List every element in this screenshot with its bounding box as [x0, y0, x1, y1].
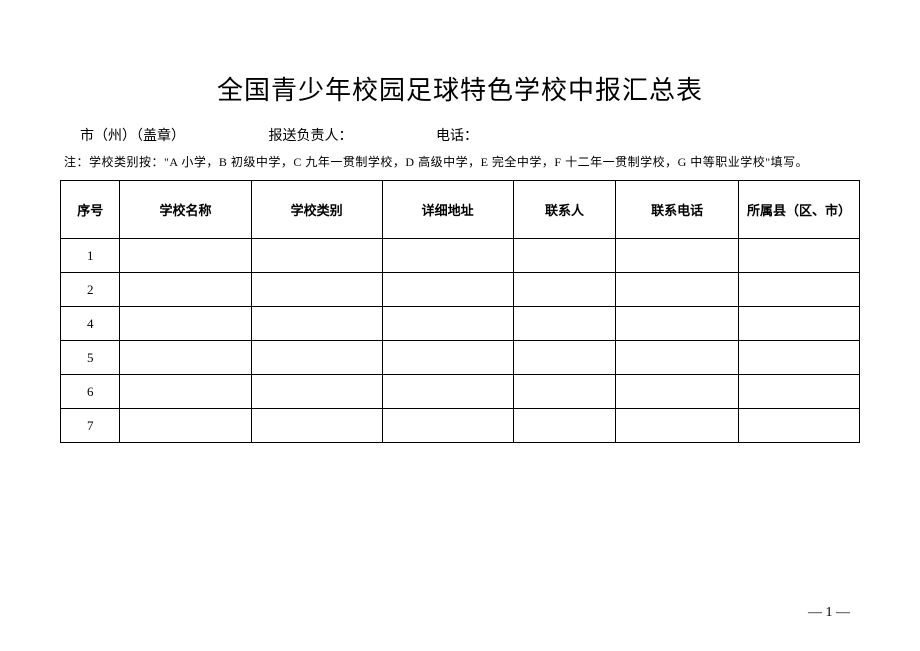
cell-addr [382, 307, 513, 341]
page-number: — 1 — [808, 605, 850, 621]
col-header-name: 学校名称 [120, 181, 251, 239]
cell-type [251, 239, 382, 273]
cell-contact [513, 307, 615, 341]
table-row: 6 [61, 375, 860, 409]
table-row: 1 [61, 239, 860, 273]
cell-seq: 4 [61, 307, 120, 341]
phone-label: 电话： [436, 125, 478, 145]
cell-addr [382, 341, 513, 375]
col-header-type: 学校类别 [251, 181, 382, 239]
reporter-label: 报送负责人： [269, 125, 353, 145]
cell-addr [382, 375, 513, 409]
cell-county [739, 307, 860, 341]
cell-type [251, 341, 382, 375]
col-header-county: 所属县（区、市） [739, 181, 860, 239]
table-row: 5 [61, 341, 860, 375]
cell-addr [382, 273, 513, 307]
cell-name [120, 239, 251, 273]
summary-table: 序号 学校名称 学校类别 详细地址 联系人 联系电话 所属县（区、市） 1 2 [60, 180, 860, 443]
cell-name [120, 409, 251, 443]
cell-contact [513, 273, 615, 307]
page-title: 全国青少年校园足球特色学校中报汇总表 [60, 70, 860, 107]
col-header-phone: 联系电话 [616, 181, 739, 239]
col-header-addr: 详细地址 [382, 181, 513, 239]
cell-addr [382, 409, 513, 443]
cell-phone [616, 239, 739, 273]
cell-county [739, 273, 860, 307]
cell-phone [616, 273, 739, 307]
cell-type [251, 307, 382, 341]
cell-type [251, 375, 382, 409]
cell-contact [513, 375, 615, 409]
cell-type [251, 273, 382, 307]
cell-phone [616, 409, 739, 443]
table-row: 7 [61, 409, 860, 443]
cell-name [120, 307, 251, 341]
cell-seq: 6 [61, 375, 120, 409]
cell-county [739, 375, 860, 409]
info-row: 市（州）（盖章） 报送负责人： 电话： [60, 125, 860, 145]
cell-name [120, 341, 251, 375]
table-row: 4 [61, 307, 860, 341]
cell-seq: 2 [61, 273, 120, 307]
table-row: 2 [61, 273, 860, 307]
cell-county [739, 409, 860, 443]
cell-phone [616, 341, 739, 375]
cell-contact [513, 239, 615, 273]
col-header-seq: 序号 [61, 181, 120, 239]
col-header-contact: 联系人 [513, 181, 615, 239]
cell-phone [616, 375, 739, 409]
table-header-row: 序号 学校名称 学校类别 详细地址 联系人 联系电话 所属县（区、市） [61, 181, 860, 239]
cell-seq: 1 [61, 239, 120, 273]
cell-county [739, 239, 860, 273]
note-text: 注：学校类别按："A 小学，B 初级中学，C 九年一贯制学校，D 高级中学，E … [60, 153, 860, 170]
cell-phone [616, 307, 739, 341]
cell-county [739, 341, 860, 375]
cell-type [251, 409, 382, 443]
cell-addr [382, 239, 513, 273]
city-label: 市（州）（盖章） [80, 125, 185, 145]
cell-contact [513, 409, 615, 443]
cell-name [120, 375, 251, 409]
cell-seq: 5 [61, 341, 120, 375]
cell-contact [513, 341, 615, 375]
cell-name [120, 273, 251, 307]
cell-seq: 7 [61, 409, 120, 443]
